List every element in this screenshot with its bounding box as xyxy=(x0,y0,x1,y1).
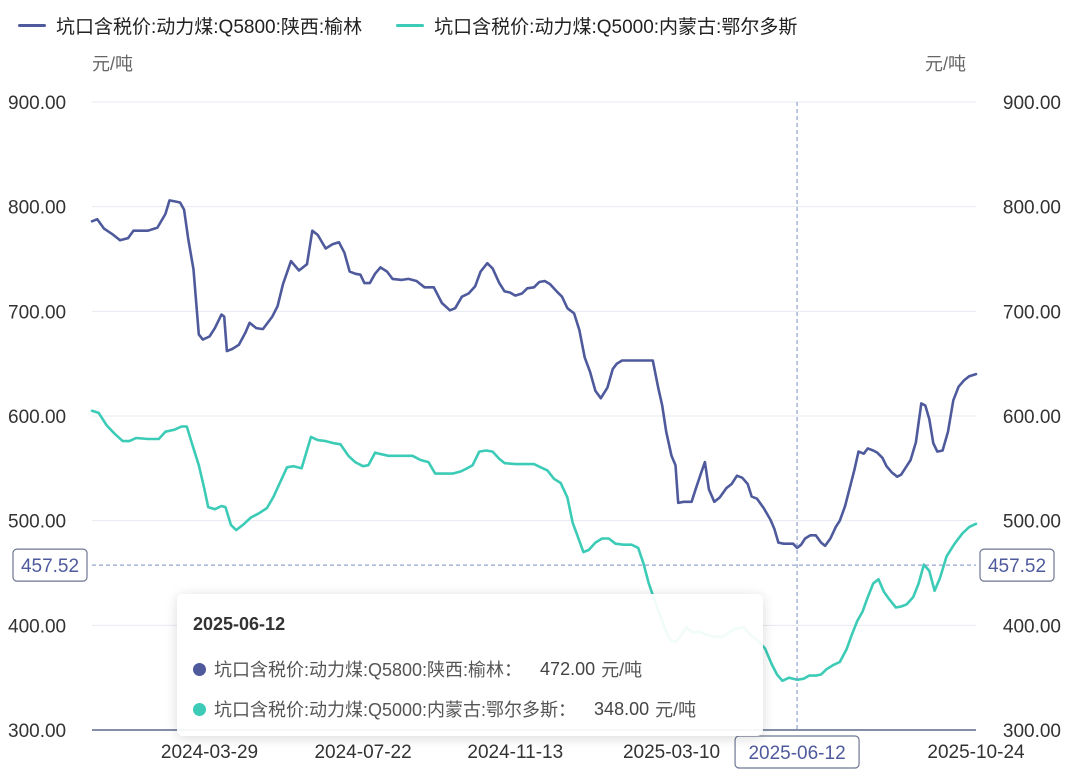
y-tick-label-right: 800.00 xyxy=(1003,198,1061,219)
series-layer xyxy=(90,199,978,683)
tooltip-row-ordos: 坑口含税价:动力煤:Q5000:内蒙古:鄂尔多斯： 348.00 元/吨 xyxy=(193,696,696,722)
y-tick-label-right: 700.00 xyxy=(1003,302,1061,323)
y-tick-label-left: 400.00 xyxy=(8,616,66,637)
y-tick-label-right: 300.00 xyxy=(1003,721,1061,742)
crosshair-x-label-box xyxy=(734,735,860,769)
y-tick-label-left: 300.00 xyxy=(8,721,66,742)
y-tick-label-left: 800.00 xyxy=(8,198,66,219)
y-tick-label-right: 600.00 xyxy=(1003,407,1061,428)
tooltip-series-name: 坑口含税价:动力煤:Q5000:内蒙古:鄂尔多斯： xyxy=(214,700,577,720)
y-tick-label-left: 900.00 xyxy=(8,93,66,114)
left-axis-unit: 元/吨 xyxy=(92,54,134,74)
tooltip-value: 348.00 xyxy=(594,698,650,719)
y-tick-label-left: 500.00 xyxy=(8,512,66,533)
tooltip-date: 2025-06-12 xyxy=(193,614,286,634)
legend-item-ordos[interactable]: 坑口含税价:动力煤:Q5000:内蒙古:鄂尔多斯 xyxy=(396,12,797,39)
x-tick-label: 2025-03-10 xyxy=(623,742,720,763)
crosshair-y-label-right-box xyxy=(979,548,1055,582)
y-tick-label-right: 900.00 xyxy=(1003,93,1061,114)
legend: 坑口含税价:动力煤:Q5800:陕西:榆林 坑口含税价:动力煤:Q5000:内蒙… xyxy=(18,12,797,39)
series-line-0 xyxy=(90,199,978,550)
tooltip-dot-yulin xyxy=(193,662,206,676)
legend-item-yulin[interactable]: 坑口含税价:动力煤:Q5800:陕西:榆林 xyxy=(18,12,362,39)
x-tick-label: 2024-11-13 xyxy=(467,742,563,763)
crosshair-y-label-left: 457.52 xyxy=(21,556,79,577)
x-tick-label: 2024-03-29 xyxy=(161,742,258,763)
crosshair-y-label-right: 457.52 xyxy=(988,556,1046,577)
crosshair-layer: 457.52 457.52 2025-06-12 xyxy=(12,102,1055,769)
y-tick-label-left: 600.00 xyxy=(8,407,66,428)
right-axis-unit: 元/吨 xyxy=(925,54,967,74)
x-tick-label: 2024-07-22 xyxy=(314,742,411,763)
legend-label-ordos: 坑口含税价:动力煤:Q5000:内蒙古:鄂尔多斯 xyxy=(434,17,798,38)
tooltip-dot-ordos xyxy=(193,702,206,716)
legend-swatch-ordos xyxy=(396,24,425,27)
series-line-1 xyxy=(90,409,978,683)
tooltip-value: 472.00 xyxy=(540,658,596,679)
tooltip-row-yulin: 坑口含税价:动力煤:Q5800:陕西:榆林： 472.00 元/吨 xyxy=(193,656,642,682)
tooltip: 2025-06-12 坑口含税价:动力煤:Q5800:陕西:榆林： 472.00… xyxy=(177,594,763,736)
axis-layer: 300.00 300.00 400.00 400.00 500.00 500.00 600.… xyxy=(8,93,1061,763)
tooltip-unit: 元/吨 xyxy=(601,660,643,680)
grid-layer xyxy=(92,101,976,626)
crosshair-x-label: 2025-06-12 xyxy=(748,743,845,764)
y-tick-label-left: 700.00 xyxy=(8,302,66,323)
crosshair-y-label-left-box xyxy=(12,548,88,582)
y-tick-label-right: 500.00 xyxy=(1003,512,1061,533)
legend-label-yulin: 坑口含税价:动力煤:Q5800:陕西:榆林 xyxy=(56,17,363,38)
y-tick-label-right: 400.00 xyxy=(1003,616,1061,637)
x-tick-label: 2025-10-24 xyxy=(927,742,1025,763)
tooltip-unit: 元/吨 xyxy=(655,700,697,720)
tooltip-series-name: 坑口含税价:动力煤:Q5800:陕西:榆林： xyxy=(214,660,523,680)
legend-swatch-yulin xyxy=(18,24,46,27)
